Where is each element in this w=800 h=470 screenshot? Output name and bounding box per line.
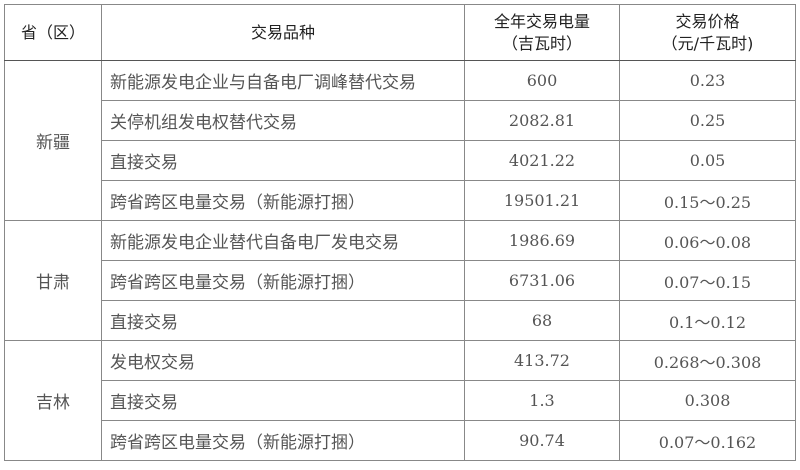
table-row: 跨省跨区电量交易（新能源打捆） 19501.21 0.15～0.25 [5,180,796,221]
volume-cell: 413.72 [464,340,620,381]
price-cell: 0.15～0.25 [619,180,796,221]
table-row: 吉林 发电权交易 413.72 0.268～0.308 [4,340,796,461]
volume-cell: 1.3 [464,380,620,421]
price-cell: 0.1～0.12 [619,300,796,341]
volume-cell: 2082.81 [464,100,620,141]
trading-table: 省（区） 交易品种 全年交易电量 （吉瓦时） 交易价格 （元/千瓦时) 新疆 新能源发… [4,4,796,461]
header-row: 省（区） 交易品种 全年交易电量 （吉瓦时） 交易价格 （元/千瓦时) [4,4,796,61]
province-cell: 甘肃 [4,220,102,341]
type-cell: 直接交易 [101,140,465,181]
type-cell: 发电权交易 [101,340,465,381]
type-cell: 直接交易 [101,380,465,421]
price-cell: 0.07～0.15 [619,260,796,301]
volume-cell: 6731.06 [464,260,620,301]
province-cell: 吉林 [4,340,102,461]
type-cell: 新能源发电企业替代自备电厂发电交易 [101,220,465,261]
type-cell: 跨省跨区电量交易（新能源打捆） [101,420,465,461]
type-cell: 跨省跨区电量交易（新能源打捆） [101,260,465,301]
header-price-line1: 交易价格 [675,11,740,31]
table-row: 跨省跨区电量交易（新能源打捆） 90.74 0.07～0.162 [5,420,796,461]
type-cell: 跨省跨区电量交易（新能源打捆） [101,180,465,221]
table-row: 新疆 新能源发电企业与自备电厂调峰替代交易 600 0.23 [4,60,796,221]
volume-cell: 19501.21 [464,180,620,221]
province-cell: 新疆 [4,60,102,221]
volume-cell: 4021.22 [464,140,620,181]
header-type: 交易品种 [101,4,465,61]
volume-cell: 600 [464,60,620,101]
type-cell: 新能源发电企业与自备电厂调峰替代交易 [101,60,465,101]
table-row: 直接交易 4021.22 0.05 [5,140,796,181]
header-province: 省（区） [4,4,102,61]
price-cell: 0.06～0.08 [619,220,796,261]
price-cell: 0.25 [619,100,796,141]
table-row: 跨省跨区电量交易（新能源打捆） 6731.06 0.07～0.15 [5,260,796,301]
table-row: 直接交易 1.3 0.308 [5,380,796,421]
header-volume: 全年交易电量 （吉瓦时） [464,4,620,61]
price-cell: 0.05 [619,140,796,181]
table-row: 关停机组发电权替代交易 2082.81 0.25 [5,100,796,141]
price-cell: 0.07～0.162 [619,420,796,461]
header-price: 交易价格 （元/千瓦时) [619,4,796,61]
volume-cell: 90.74 [464,420,620,461]
price-cell: 0.268～0.308 [619,340,796,381]
header-price-line2: （元/千瓦时) [661,33,754,53]
type-cell: 关停机组发电权替代交易 [101,100,465,141]
header-volume-line1: 全年交易电量 [493,11,590,31]
volume-cell: 1986.69 [464,220,620,261]
header-volume-line2: （吉瓦时） [501,33,582,53]
volume-cell: 68 [464,300,620,341]
type-cell: 直接交易 [101,300,465,341]
table-row: 甘肃 新能源发电企业替代自备电厂发电交易 1986.69 0.06～0.08 [4,220,796,341]
price-cell: 0.308 [619,380,796,421]
price-cell: 0.23 [619,60,796,101]
table-row: 直接交易 68 0.1～0.12 [5,300,796,341]
